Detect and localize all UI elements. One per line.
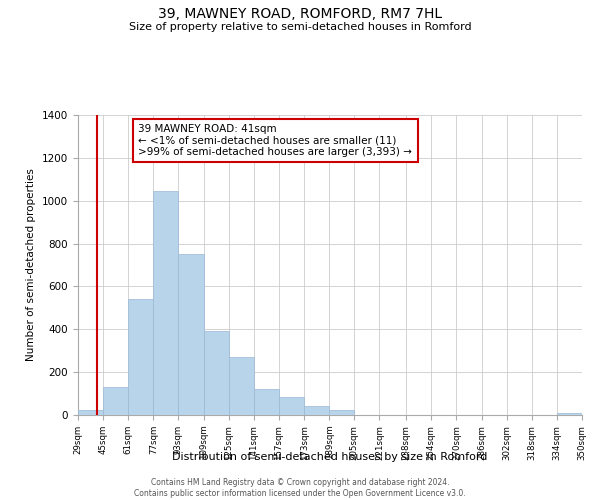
Text: Size of property relative to semi-detached houses in Romford: Size of property relative to semi-detach… [128, 22, 472, 32]
Bar [229, 357, 254, 415]
Text: Contains HM Land Registry data © Crown copyright and database right 2024.
Contai: Contains HM Land Registry data © Crown c… [134, 478, 466, 498]
Bar [154, 191, 178, 415]
Bar [279, 397, 304, 415]
Bar [329, 410, 355, 415]
Text: Distribution of semi-detached houses by size in Romford: Distribution of semi-detached houses by … [172, 452, 488, 462]
Bar [557, 413, 582, 415]
Bar [254, 390, 279, 415]
Y-axis label: Number of semi-detached properties: Number of semi-detached properties [26, 168, 37, 362]
Bar [304, 406, 329, 415]
Bar [103, 387, 128, 415]
Text: 39, MAWNEY ROAD, ROMFORD, RM7 7HL: 39, MAWNEY ROAD, ROMFORD, RM7 7HL [158, 8, 442, 22]
Bar [178, 254, 203, 415]
Bar [203, 332, 229, 415]
Bar [78, 410, 103, 415]
Bar [128, 300, 154, 415]
Text: 39 MAWNEY ROAD: 41sqm
← <1% of semi-detached houses are smaller (11)
>99% of sem: 39 MAWNEY ROAD: 41sqm ← <1% of semi-deta… [139, 124, 412, 157]
